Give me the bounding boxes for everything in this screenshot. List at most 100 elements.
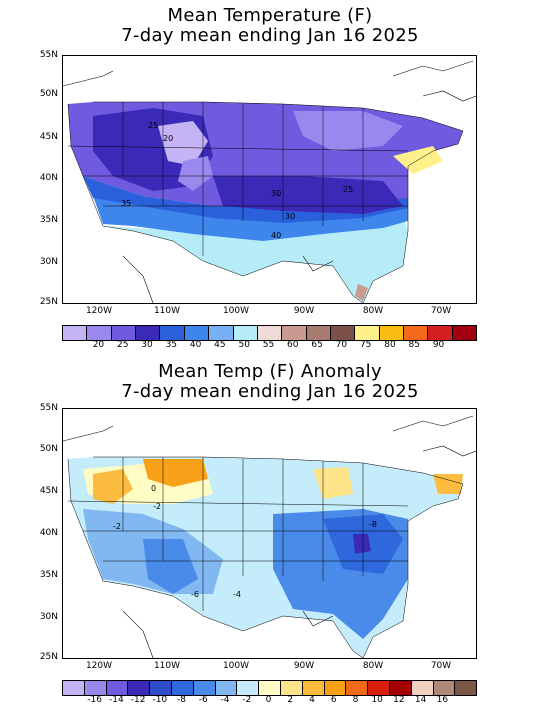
panel2-lon-label: 80W bbox=[362, 661, 384, 671]
colorbar-cell bbox=[128, 681, 151, 695]
panel2-lat-label: 30N bbox=[39, 612, 58, 622]
panel1-lat-label: 55N bbox=[39, 50, 58, 60]
colorbar-tick-label: -16 bbox=[87, 695, 102, 705]
colorbar-cell bbox=[150, 681, 172, 695]
colorbar-cell bbox=[324, 681, 347, 695]
panel2-lon-label: 120W bbox=[85, 661, 113, 671]
contour-label: 25 bbox=[148, 121, 158, 130]
temperature-colorbar bbox=[62, 325, 477, 341]
colorbar-tick-label: 40 bbox=[189, 340, 202, 350]
colorbar-cell bbox=[160, 326, 185, 340]
colorbar-tick-label: 75 bbox=[359, 340, 372, 350]
contour-label: -8 bbox=[369, 520, 377, 529]
contour-label: -4 bbox=[233, 590, 241, 599]
colorbar-tick-label: -8 bbox=[177, 695, 187, 705]
colorbar-tick-label: 30 bbox=[141, 340, 153, 350]
panel1-lon-label: 100W bbox=[222, 306, 250, 316]
colorbar-cell bbox=[280, 681, 303, 695]
colorbar-tick-label: 35 bbox=[165, 340, 178, 350]
colorbar-tick-label: 4 bbox=[309, 695, 315, 705]
panel1-lon-label: 110W bbox=[153, 306, 181, 316]
colorbar-cell bbox=[259, 681, 281, 695]
panel2-lat-label: 45N bbox=[39, 486, 58, 496]
panel2-lat-label: 50N bbox=[39, 444, 58, 454]
colorbar-cell bbox=[330, 326, 356, 340]
colorbar-cell bbox=[215, 681, 238, 695]
panel1-lat-label: 40N bbox=[39, 173, 58, 183]
panel1-lon-label: 80W bbox=[362, 306, 384, 316]
colorbar-cell bbox=[106, 681, 129, 695]
colorbar-tick-label: 85 bbox=[408, 340, 420, 350]
panel2-lon-label: 70W bbox=[430, 661, 452, 671]
colorbar-cell bbox=[379, 326, 405, 340]
colorbar-cell bbox=[282, 326, 307, 340]
panel2-lat-label: 35N bbox=[39, 570, 58, 580]
contour-label: -2 bbox=[113, 522, 121, 531]
colorbar-tick-label: -12 bbox=[130, 695, 146, 705]
contour-label: 30 bbox=[285, 212, 295, 221]
colorbar-cell bbox=[411, 681, 434, 695]
temperature-colorbar-ticks: 20 25 30 35 40 45 50 55 60 65 70 75 80 85 90 bbox=[62, 340, 475, 352]
colorbar-tick-label: 8 bbox=[352, 695, 359, 705]
state-borders bbox=[67, 456, 464, 658]
panel1-lat-label: 30N bbox=[39, 257, 58, 267]
colorbar-cell bbox=[306, 326, 331, 340]
panel2-lat-label: 25N bbox=[39, 652, 58, 662]
colorbar-tick-label: 90 bbox=[432, 340, 445, 350]
colorbar-cell bbox=[452, 326, 477, 340]
temperature-fill bbox=[68, 102, 463, 303]
colorbar-cell bbox=[355, 326, 380, 340]
colorbar-cell bbox=[63, 681, 85, 695]
anomaly-colorbar bbox=[62, 680, 477, 696]
colorbar-cell bbox=[257, 326, 283, 340]
colorbar-cell bbox=[346, 681, 369, 695]
colorbar-cell bbox=[233, 326, 258, 340]
panel2-title-line2: 7-day mean ending Jan 16 2025 bbox=[121, 381, 419, 402]
contour-label: 35 bbox=[121, 199, 131, 208]
colorbar-tick-label: 6 bbox=[330, 695, 337, 705]
panel2-lon-label: 100W bbox=[222, 661, 250, 671]
panel1-lon-label: 90W bbox=[293, 306, 315, 316]
state-borders bbox=[67, 101, 464, 303]
contour-label: -6 bbox=[191, 590, 199, 599]
contour-label: -2 bbox=[153, 502, 161, 511]
colorbar-cell bbox=[111, 326, 137, 340]
colorbar-tick-label: 16 bbox=[436, 695, 449, 705]
contour-label: 30 bbox=[271, 189, 281, 198]
colorbar-cell bbox=[84, 681, 107, 695]
colorbar-cell bbox=[184, 326, 210, 340]
panel1-lon-label: 70W bbox=[430, 306, 452, 316]
colorbar-cell bbox=[237, 681, 260, 695]
colorbar-cell bbox=[404, 326, 429, 340]
colorbar-tick-label: 0 bbox=[265, 695, 272, 705]
colorbar-tick-label: 10 bbox=[371, 695, 383, 705]
contour-label: 40 bbox=[271, 231, 281, 240]
colorbar-cell bbox=[368, 681, 390, 695]
colorbar-cell bbox=[193, 681, 216, 695]
colorbar-tick-label: 25 bbox=[117, 340, 129, 350]
colorbar-cell bbox=[302, 681, 325, 695]
colorbar-tick-label: 55 bbox=[262, 340, 275, 350]
colorbar-cell bbox=[455, 681, 477, 695]
panel2-lat-label: 55N bbox=[39, 403, 58, 413]
colorbar-tick-label: 14 bbox=[414, 695, 427, 705]
panel2-lon-label: 90W bbox=[293, 661, 315, 671]
panel1-lat-label: 45N bbox=[39, 132, 58, 142]
colorbar-tick-label: -10 bbox=[152, 695, 168, 705]
colorbar-tick-label: 60 bbox=[287, 340, 299, 350]
anomaly-colorbar-ticks: -16 -14 -12 -10 -8 -6 -4 -2 0 2 4 6 8 10 12 14 16 bbox=[62, 695, 475, 707]
colorbar-tick-label: -14 bbox=[108, 695, 124, 705]
colorbar-tick-label: 65 bbox=[311, 340, 323, 350]
colorbar-tick-label: 45 bbox=[214, 340, 226, 350]
anomaly-map: -2 0 -2 -6 -4 -8 bbox=[62, 408, 477, 659]
colorbar-tick-label: 2 bbox=[287, 695, 294, 705]
temperature-map: 25 20 30 25 35 30 40 bbox=[62, 55, 477, 304]
colorbar-tick-label: 80 bbox=[384, 340, 396, 350]
colorbar-cell bbox=[87, 326, 112, 340]
colorbar-cell bbox=[433, 681, 456, 695]
coastline bbox=[63, 415, 476, 658]
colorbar-tick-label: -6 bbox=[198, 695, 208, 705]
colorbar-cell bbox=[209, 326, 234, 340]
anomaly-fill bbox=[68, 457, 463, 658]
colorbar-cell bbox=[428, 326, 453, 340]
